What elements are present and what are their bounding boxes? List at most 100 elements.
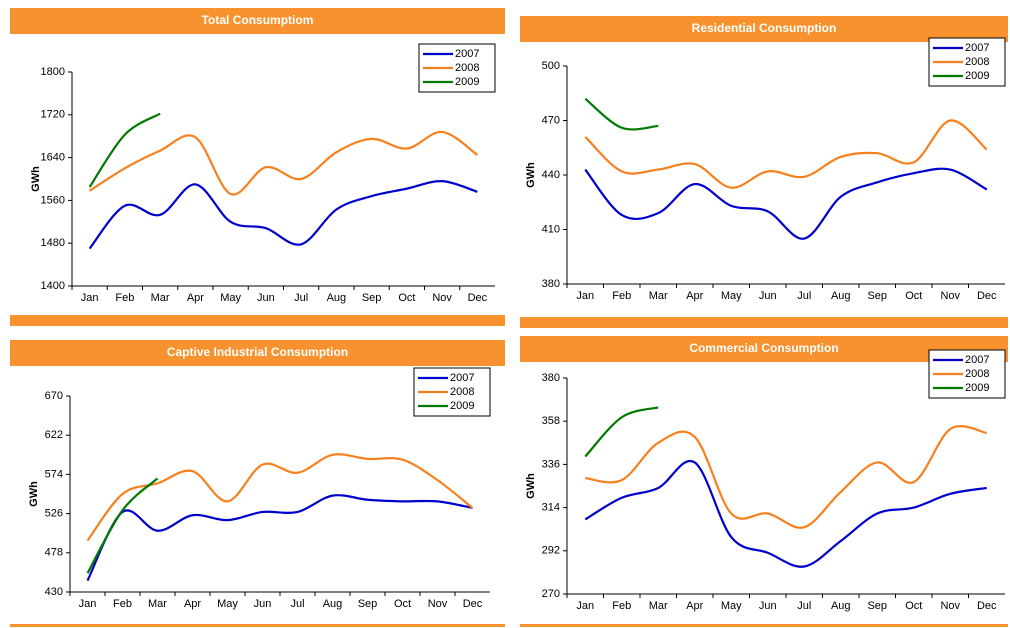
legend-label: 2008 [455, 62, 479, 74]
y-tick-label: 358 [542, 415, 560, 427]
x-tick-label: Oct [905, 290, 922, 302]
x-tick-label: Jan [576, 290, 594, 302]
y-tick-label: 292 [542, 545, 560, 557]
x-tick-label: May [721, 290, 742, 302]
title-bar [10, 8, 505, 34]
y-tick-label: 1800 [41, 66, 65, 78]
legend-label: 2007 [450, 372, 474, 384]
y-tick-label: 500 [542, 60, 560, 72]
y-tick-label: 574 [45, 468, 63, 480]
x-tick-label: Mar [148, 598, 167, 610]
y-tick-label: 314 [542, 502, 560, 514]
y-tick-label: 622 [45, 429, 63, 441]
line-series [584, 119, 988, 189]
y-tick-label: 1400 [41, 280, 65, 292]
x-tick-label: Sep [867, 600, 887, 612]
x-tick-label: Jan [576, 600, 594, 612]
y-tick-label: 410 [542, 223, 560, 235]
line-series [86, 477, 159, 574]
x-tick-label: May [220, 292, 241, 304]
x-tick-label: May [721, 600, 742, 612]
legend-label: 2008 [965, 56, 989, 68]
separator [520, 317, 1008, 328]
legend-label: 2007 [455, 48, 479, 60]
chart-title: Residential Consumption [692, 21, 837, 35]
x-tick-label: Apr [187, 292, 204, 304]
chart-title: Commercial Consumption [689, 341, 838, 355]
legend-label: 2008 [450, 386, 474, 398]
x-tick-label: Jun [254, 598, 272, 610]
legend-label: 2007 [965, 354, 989, 366]
y-tick-label: 430 [45, 586, 63, 598]
x-tick-label: Feb [115, 292, 134, 304]
x-tick-label: Dec [977, 600, 997, 612]
x-tick-label: Dec [977, 290, 997, 302]
x-tick-label: Apr [686, 290, 703, 302]
line-series [584, 167, 988, 240]
line-series [86, 453, 474, 542]
legend-label: 2009 [965, 70, 989, 82]
x-tick-label: Mar [649, 600, 668, 612]
line-series [86, 494, 473, 582]
x-tick-label: Mar [151, 292, 170, 304]
x-tick-label: Jul [797, 290, 811, 302]
title-bar [520, 336, 1008, 362]
y-tick-label: 1480 [41, 237, 65, 249]
y-axis-label: GWh [525, 162, 537, 188]
separator [10, 624, 505, 627]
legend-label: 2008 [965, 368, 989, 380]
y-tick-label: 1560 [41, 194, 65, 206]
x-tick-label: Jul [797, 600, 811, 612]
y-axis-label: GWh [30, 166, 42, 192]
x-tick-label: May [217, 598, 238, 610]
x-tick-label: Dec [463, 598, 483, 610]
y-tick-label: 270 [542, 588, 560, 600]
y-axis-label: GWh [525, 473, 537, 499]
y-tick-label: 470 [542, 114, 560, 126]
x-tick-label: Jul [290, 598, 304, 610]
x-tick-label: Dec [468, 292, 488, 304]
x-tick-label: Sep [362, 292, 382, 304]
y-tick-label: 336 [542, 458, 560, 470]
legend-label: 2009 [965, 382, 989, 394]
x-tick-label: Oct [398, 292, 415, 304]
y-tick-label: 380 [542, 372, 560, 384]
x-tick-label: Oct [394, 598, 411, 610]
x-tick-label: Aug [831, 290, 851, 302]
separator [520, 624, 1008, 627]
x-tick-label: Aug [323, 598, 343, 610]
line-series [88, 180, 478, 250]
line-series [88, 112, 161, 188]
x-tick-label: Sep [358, 598, 378, 610]
x-tick-label: Sep [867, 290, 887, 302]
y-tick-label: 478 [45, 547, 63, 559]
legend-label: 2007 [965, 42, 989, 54]
legend-label: 2009 [450, 400, 474, 412]
y-tick-label: 380 [542, 278, 560, 290]
line-series [585, 425, 987, 529]
x-tick-label: Mar [649, 290, 668, 302]
chart-title: Total Consumptiom [202, 13, 314, 27]
x-tick-label: Aug [327, 292, 347, 304]
chart-title: Captive Industrial Consumption [167, 345, 348, 359]
x-tick-label: Feb [612, 290, 631, 302]
separator [10, 315, 505, 326]
x-tick-label: Nov [940, 290, 960, 302]
line-series [584, 459, 987, 568]
x-tick-label: Nov [428, 598, 448, 610]
title-bar [520, 16, 1008, 42]
x-tick-label: Feb [612, 600, 631, 612]
y-tick-label: 440 [542, 169, 560, 181]
y-tick-label: 1640 [41, 152, 65, 164]
y-tick-label: 526 [45, 508, 63, 520]
line-series [584, 406, 659, 458]
x-tick-label: Apr [686, 600, 703, 612]
y-tick-label: 1720 [41, 109, 65, 121]
x-tick-label: Jun [257, 292, 275, 304]
x-tick-label: Nov [940, 600, 960, 612]
x-tick-label: Jun [759, 290, 777, 302]
legend-label: 2009 [455, 76, 479, 88]
x-tick-label: Jun [759, 600, 777, 612]
x-tick-label: Nov [432, 292, 452, 304]
